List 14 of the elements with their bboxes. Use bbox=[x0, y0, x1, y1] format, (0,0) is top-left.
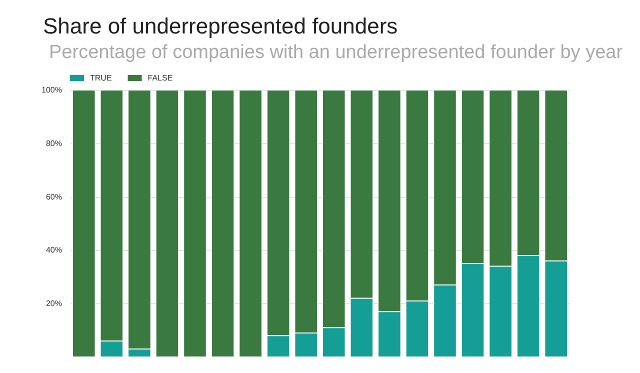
legend-label: TRUE bbox=[90, 74, 112, 82]
bar bbox=[239, 90, 262, 357]
chart-subtitle: Percentage of companies with an underrepresented founder by year bbox=[49, 42, 624, 63]
chart-title: Share of underrepresented founders bbox=[43, 14, 398, 38]
legend-label: FALSE bbox=[148, 74, 173, 82]
y-tick-label: 40% bbox=[46, 246, 62, 255]
bar bbox=[211, 90, 234, 357]
bar bbox=[72, 90, 96, 357]
y-tick-label: 80% bbox=[46, 138, 62, 148]
bar bbox=[184, 90, 206, 357]
y-tick-label: 60% bbox=[46, 192, 62, 202]
bar bbox=[156, 90, 179, 357]
y-tick-label: 20% bbox=[46, 299, 62, 308]
y-tick-label: 100% bbox=[42, 86, 62, 94]
